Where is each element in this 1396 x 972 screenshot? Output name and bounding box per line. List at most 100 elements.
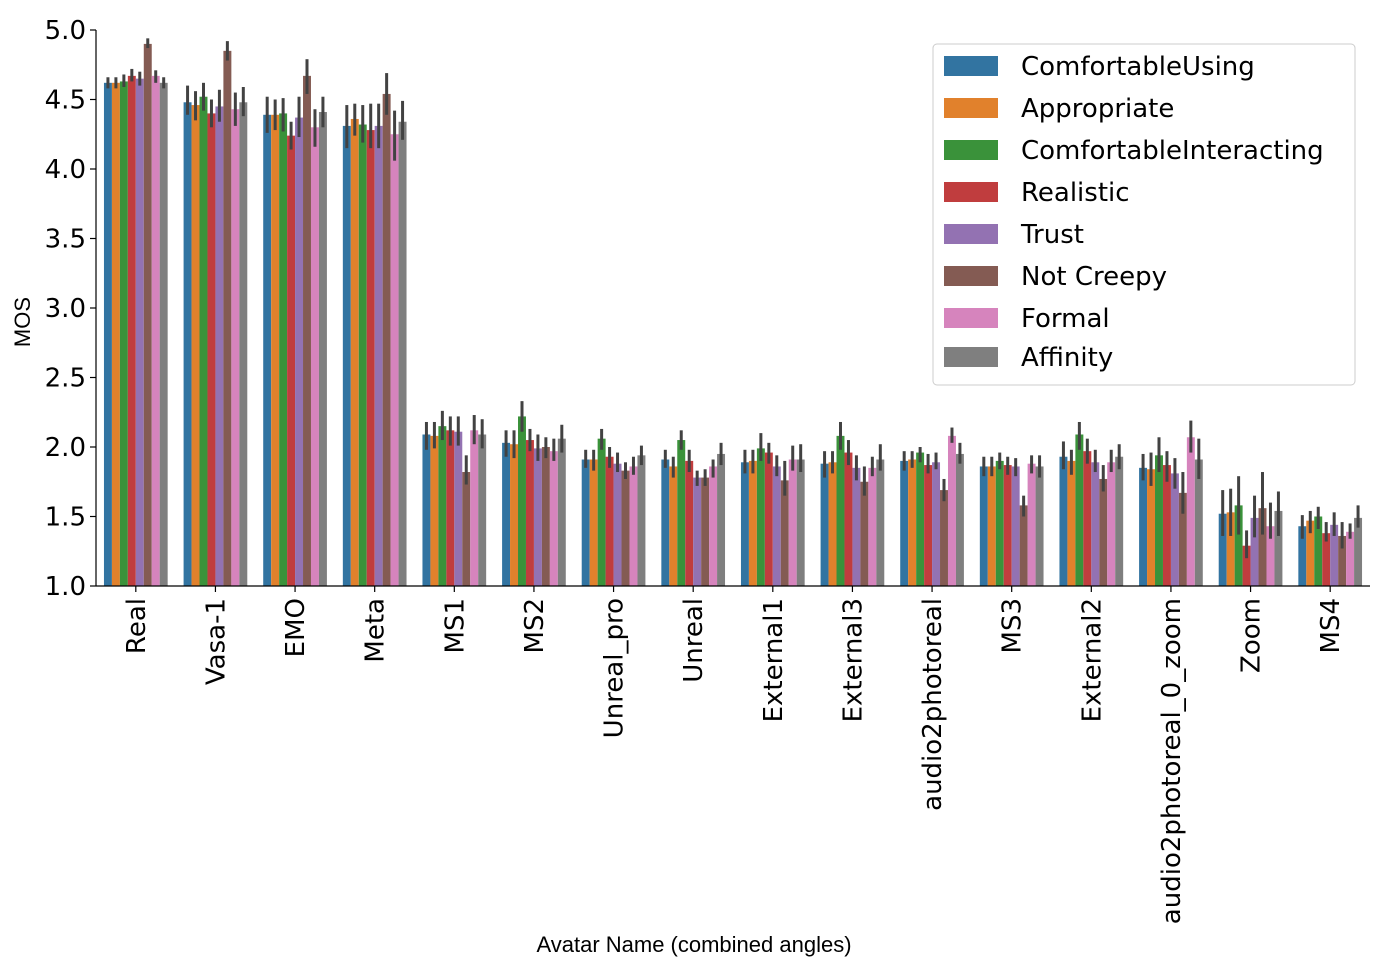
legend: ComfortableUsing Appropriate ComfortableIn…: [932, 43, 1356, 386]
legend-swatch: [944, 56, 998, 76]
bar-comfortableusing-unreal-pro: [581, 459, 590, 586]
bar-not-creepy-audio2photoreal-0-zoom: [1178, 492, 1187, 586]
bar-not-creepy-ms3: [1019, 505, 1028, 586]
bar-comfortableusing-real: [103, 82, 112, 586]
y-tick-label: 3.5: [45, 225, 86, 255]
y-axis-title: MOS: [10, 297, 35, 347]
bar-formal-unreal: [709, 466, 718, 586]
bar-comfortableusing-zoom: [1218, 513, 1227, 586]
bar-comfortableusing-audio2photoreal-0-zoom: [1139, 467, 1148, 586]
bar-appropriate-audio2photoreal: [908, 459, 917, 586]
bar-formal-external3: [868, 467, 877, 586]
bar-affinity-ms2: [557, 438, 566, 586]
bar-affinity-external3: [876, 459, 885, 586]
legend-label: ComfortableUsing: [1021, 52, 1255, 82]
bar-trust-external3: [852, 467, 861, 586]
bar-appropriate-ms3: [987, 466, 996, 586]
bar-realistic-audio2photoreal-0-zoom: [1162, 465, 1171, 586]
bar-comfortableinteracting-ms2: [518, 416, 526, 586]
bar-comfortableusing-external1: [740, 462, 749, 586]
bar-formal-real: [151, 75, 160, 587]
bar-formal-zoom: [1266, 526, 1275, 586]
bar-formal-external2: [1107, 462, 1116, 586]
bar-not-creepy-ms1: [462, 472, 471, 586]
bar-formal-ms4: [1346, 531, 1355, 586]
bar-appropriate-meta: [350, 118, 359, 587]
bar-trust-zoom: [1250, 517, 1259, 586]
y-tick-label: 1.0: [45, 572, 86, 602]
legend-label: Trust: [1020, 220, 1084, 250]
bar-affinity-audio2photoreal-0-zoom: [1194, 459, 1203, 586]
x-tick-label: audio2photoreal_0_zoom: [1157, 598, 1187, 924]
bar-affinity-audio2photoreal: [955, 453, 964, 586]
bar-comfortableinteracting-ms4: [1314, 516, 1323, 586]
bar-trust-ms1: [454, 431, 463, 586]
bar-trust-unreal-pro: [613, 463, 622, 586]
bar-affinity-external1: [796, 459, 805, 586]
bar-appropriate-unreal: [669, 466, 678, 586]
bar-trust-audio2photoreal-0-zoom: [1170, 473, 1179, 586]
x-axis-title: Avatar Name (combined angles): [536, 932, 851, 957]
bar-comfortableusing-audio2photoreal: [900, 460, 909, 586]
bar-comfortableinteracting-unreal: [677, 440, 686, 586]
bar-realistic-ms2: [525, 440, 534, 586]
legend-swatch: [944, 266, 998, 286]
bar-comfortableusing-vasa-1: [183, 102, 192, 586]
x-tick-label: Unreal: [679, 598, 709, 683]
bar-appropriate-real: [111, 82, 120, 586]
legend-label: Affinity: [1021, 343, 1113, 373]
bar-comfortableusing-ms4: [1298, 526, 1307, 586]
bar-trust-external2: [1091, 462, 1100, 586]
legend-label: Formal: [1021, 304, 1110, 334]
y-tick-label: 1.5: [45, 503, 86, 533]
bar-realistic-audio2photoreal: [924, 465, 933, 586]
bar-comfortableusing-external2: [1059, 456, 1068, 586]
bar-trust-ms4: [1330, 524, 1339, 586]
bars-layer: [103, 43, 1363, 587]
bar-appropriate-external1: [748, 460, 757, 586]
bar-realistic-zoom: [1242, 545, 1251, 586]
bar-comfortableinteracting-meta: [358, 124, 367, 587]
bar-trust-emo: [295, 117, 304, 586]
legend-label: ComfortableInteracting: [1021, 136, 1324, 166]
bar-realistic-external2: [1083, 451, 1092, 586]
bar-trust-unreal: [693, 477, 702, 586]
x-tick-label: MS4: [1316, 598, 1346, 653]
bar-affinity-external2: [1115, 456, 1124, 586]
legend-swatch: [944, 224, 998, 244]
bar-appropriate-external2: [1067, 460, 1076, 586]
legend-swatch: [944, 98, 998, 118]
bar-not-creepy-audio2photoreal: [940, 490, 948, 586]
bar-appropriate-vasa-1: [191, 105, 200, 586]
legend-swatch: [944, 140, 998, 160]
bar-formal-external1: [788, 459, 797, 586]
bar-formal-meta: [390, 134, 399, 586]
bar-comfortableinteracting-unreal-pro: [597, 438, 606, 586]
bar-affinity-unreal: [717, 453, 726, 586]
legend-label: Appropriate: [1021, 94, 1174, 124]
bar-comfortableinteracting-audio2photoreal: [916, 452, 925, 586]
bar-not-creepy-vasa-1: [223, 50, 232, 587]
x-tick-label: Real: [122, 598, 152, 654]
bar-realistic-emo: [287, 135, 296, 586]
bar-affinity-ms4: [1354, 517, 1363, 586]
legend-frame: [932, 43, 1356, 386]
bar-not-creepy-meta: [382, 93, 391, 586]
bar-appropriate-ms2: [510, 444, 519, 586]
bar-not-creepy-external2: [1099, 478, 1108, 586]
bar-appropriate-unreal-pro: [589, 459, 598, 586]
bar-formal-emo: [310, 127, 319, 587]
bar-appropriate-ms4: [1306, 520, 1315, 586]
bar-affinity-real: [159, 82, 168, 586]
legend-label: Realistic: [1021, 178, 1130, 208]
bar-not-creepy-unreal-pro: [621, 470, 630, 586]
x-tick-label: MS2: [520, 598, 550, 653]
x-tick-label: Unreal_pro: [600, 598, 630, 738]
y-tick-label: 2.5: [45, 364, 86, 394]
bar-affinity-meta: [398, 121, 407, 587]
legend-swatch: [944, 308, 998, 328]
bar-not-creepy-emo: [303, 75, 311, 587]
bar-realistic-external3: [844, 452, 853, 586]
x-tick-label: MS1: [440, 598, 470, 653]
